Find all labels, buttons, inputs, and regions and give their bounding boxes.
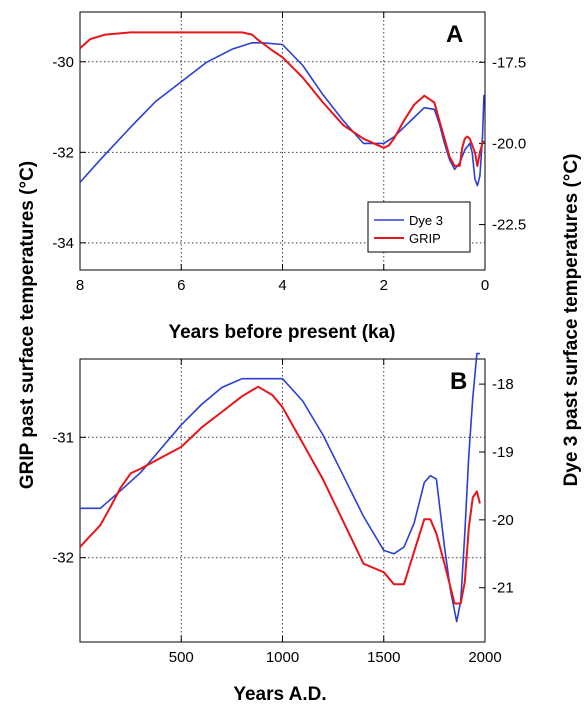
panel-a-left-tick-label: -34 [52,235,74,252]
right-axis-title: Dye 3 past surface temperatures (°C) [561,154,582,487]
panel-a-x-axis-title: Years before present (ka) [168,322,395,343]
panel-b-right-tick-label: -21 [492,580,514,597]
panel-a-series [79,31,485,187]
panel-a-x-tick-label: 6 [177,277,185,294]
panel-b: 500 1000 1500 2000 -31 -32 -18 -19 -20 -21 B Year… [52,352,514,704]
panel-b-right-tick-label: -19 [492,444,514,461]
panel-b-right-tick-label: -18 [492,376,514,393]
panel-a-x-tick-label: 4 [278,277,286,294]
left-axis-title: GRIP past surface temperatures (°C) [17,161,38,489]
panel-b-left-tick-label: -32 [52,550,74,567]
panel-b-left-tick-label: -31 [52,429,74,446]
panel-a-ticks: 8 6 4 2 0 -30 -32 -34 -17.5 -20.0 -22.5 [52,12,526,294]
panel-a-right-tick-label: -17.5 [492,54,526,71]
panel-a-series-dye3 [79,41,485,187]
panel-b-letter: B [450,368,467,395]
panel-b-x-tick-label: 1000 [266,649,299,666]
panel-a-x-tick-label: 2 [380,277,388,294]
panel-a-letter: A [446,21,463,48]
legend-label-dye3: Dye 3 [409,213,443,228]
legend-box [367,201,471,253]
panel-b-series [79,352,481,623]
panel-b-x-tick-label: 500 [169,649,194,666]
panel-a-legend: Dye 3 GRIP [367,201,471,253]
panel-a-x-tick-label: 0 [481,277,489,294]
panel-b-x-tick-label: 2000 [468,649,501,666]
legend-label-grip: GRIP [409,231,441,246]
panel-b-grid [80,359,485,642]
panel-b-right-tick-label: -20 [492,512,514,529]
panel-b-ticks: 500 1000 1500 2000 -31 -32 -18 -19 -20 -21 [52,359,514,666]
panel-a-right-tick-label: -22.5 [492,217,526,234]
panel-a-x-tick-label: 8 [76,277,84,294]
panel-b-x-axis-title: Years A.D. [233,684,326,704]
panel-b-series-dye3 [80,352,480,623]
panel-a: 8 6 4 2 0 -30 -32 -34 -17.5 -20.0 -22.5 A Dye 3 GR… [52,11,526,343]
panel-b-series-grip [79,385,481,605]
panel-b-x-tick-label: 1500 [367,649,400,666]
panel-a-right-tick-label: -20.0 [492,135,526,152]
panel-a-left-tick-label: -30 [52,54,74,71]
panel-a-series-grip [79,31,485,167]
panel-a-left-tick-label: -32 [52,144,74,161]
